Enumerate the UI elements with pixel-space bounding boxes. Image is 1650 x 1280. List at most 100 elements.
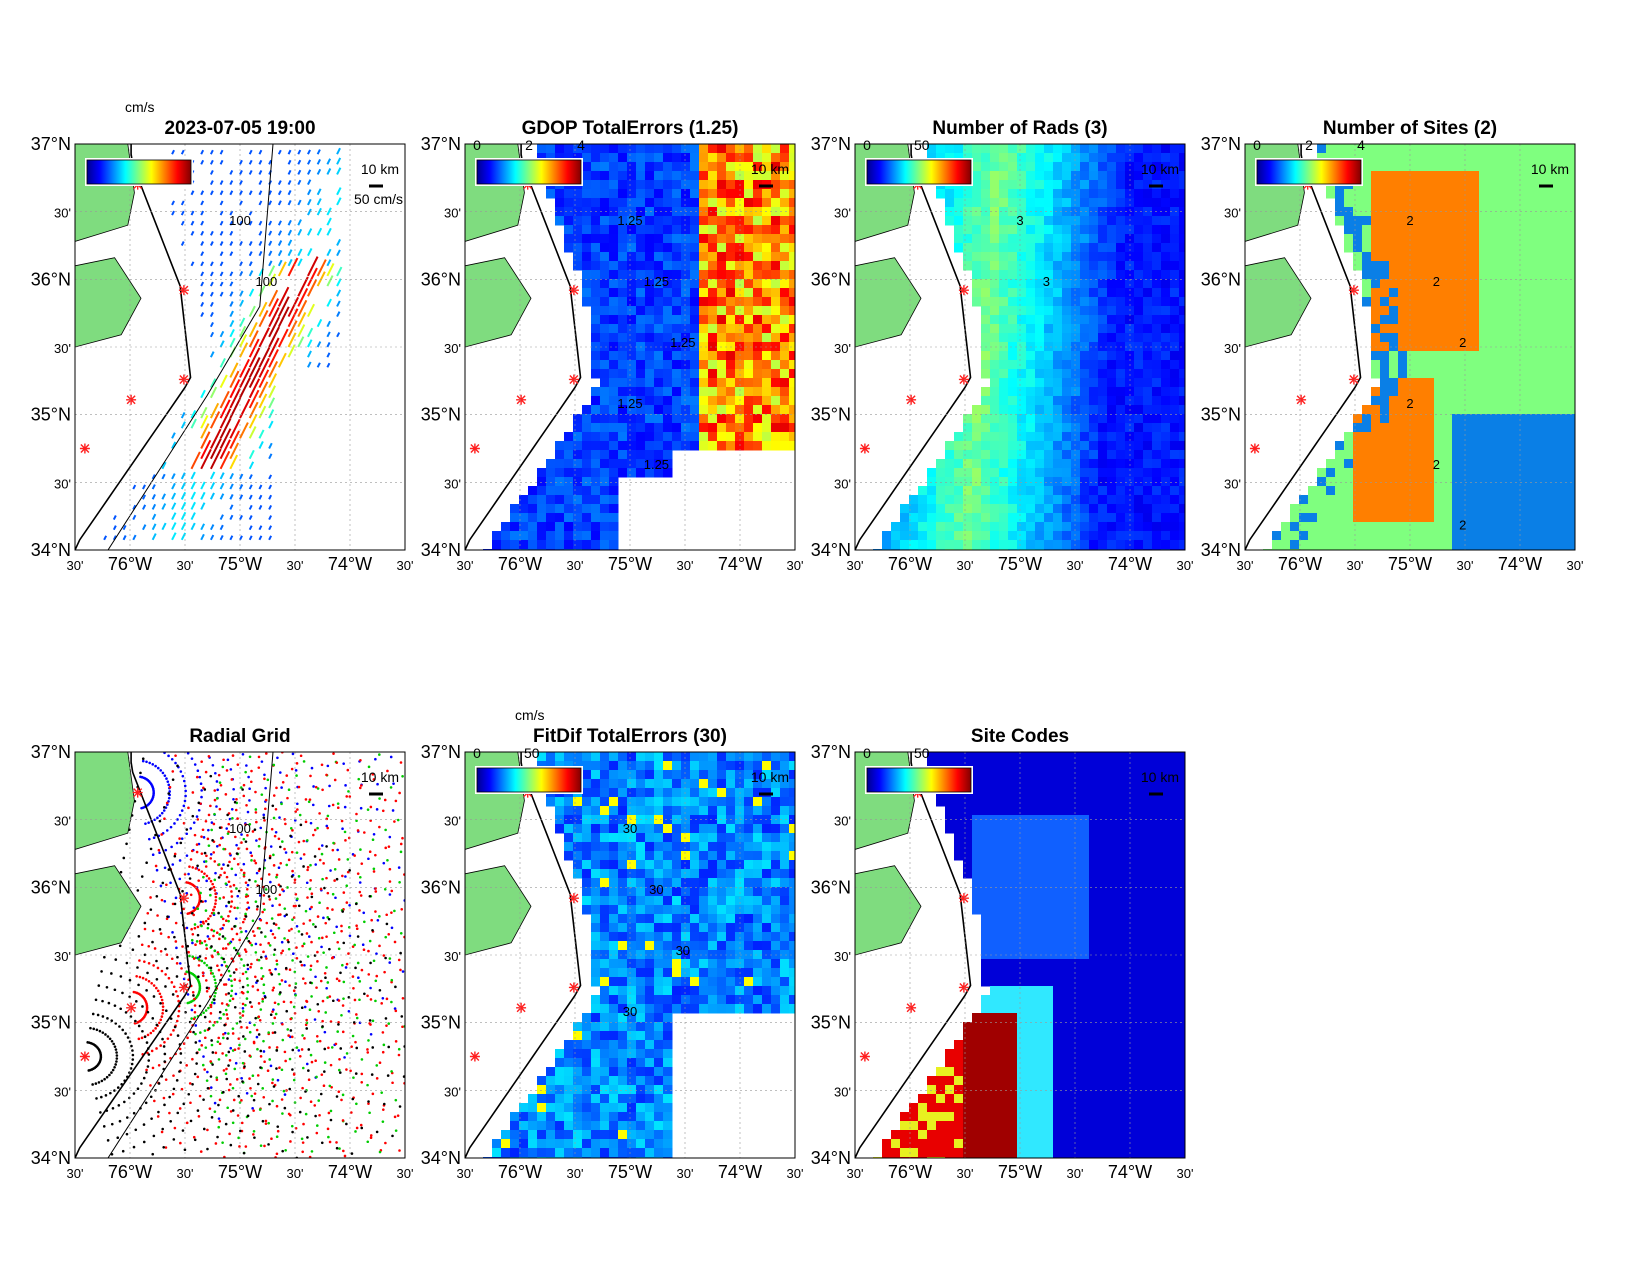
radial-grid-point xyxy=(256,1048,259,1051)
data-cell xyxy=(1470,288,1480,298)
data-cell xyxy=(1416,225,1426,235)
data-cell xyxy=(573,423,583,433)
data-cell xyxy=(717,261,727,271)
current-vector xyxy=(279,353,286,367)
data-cell xyxy=(1497,504,1507,514)
data-cell xyxy=(1362,180,1372,190)
data-cell xyxy=(1053,468,1063,478)
radial-grid-point xyxy=(176,842,179,845)
data-cell xyxy=(573,531,583,541)
data-cell xyxy=(1098,387,1108,397)
data-cell xyxy=(1434,522,1444,532)
data-cell xyxy=(1452,351,1462,361)
data-cell xyxy=(1371,153,1381,163)
data-cell xyxy=(1008,432,1018,442)
data-cell xyxy=(1371,423,1381,433)
data-cell xyxy=(1461,378,1471,388)
data-cell xyxy=(1497,315,1507,325)
colorbar-tick: 4 xyxy=(577,137,585,153)
data-cell xyxy=(1443,360,1453,370)
radial-grid-point xyxy=(348,904,351,907)
radial-grid-point xyxy=(213,912,216,915)
data-cell xyxy=(591,441,601,451)
data-cell xyxy=(1152,306,1162,316)
radial-grid-point xyxy=(274,968,277,971)
data-cell xyxy=(699,387,709,397)
radial-grid-point xyxy=(267,1069,270,1072)
panel-title: Number of Rads (3) xyxy=(932,118,1107,139)
data-cell xyxy=(1017,387,1027,397)
data-cell xyxy=(1461,351,1471,361)
data-cell xyxy=(1380,459,1390,469)
data-cell xyxy=(717,324,727,334)
data-cell xyxy=(1035,423,1045,433)
data-cell xyxy=(1524,414,1534,424)
radial-grid-point xyxy=(183,780,186,783)
radial-grid-point xyxy=(206,875,209,878)
data-cell xyxy=(1389,216,1399,226)
data-cell xyxy=(1062,162,1072,172)
data-cell xyxy=(1053,369,1063,379)
data-cell xyxy=(1497,225,1507,235)
radial-grid-point xyxy=(391,927,394,930)
radial-grid-point xyxy=(194,927,197,930)
panel-content xyxy=(1245,144,1579,559)
data-cell xyxy=(1080,495,1090,505)
radial-grid-point xyxy=(343,1056,346,1059)
data-cell xyxy=(1470,495,1480,505)
data-cell xyxy=(1407,261,1417,271)
data-cell xyxy=(591,279,601,289)
radial-grid-point xyxy=(209,894,212,897)
radial-grid-point xyxy=(311,767,314,770)
data-cell xyxy=(1035,459,1045,469)
data-cell xyxy=(1389,324,1399,334)
radial-grid-point xyxy=(252,919,255,922)
data-cell xyxy=(1161,189,1171,199)
data-cell xyxy=(990,459,1000,469)
data-cell xyxy=(564,243,574,253)
data-cell xyxy=(1479,450,1489,460)
current-vector xyxy=(250,462,253,469)
data-cell xyxy=(972,162,982,172)
radial-grid-point xyxy=(253,1024,256,1027)
data-cell xyxy=(1107,360,1117,370)
data-cell xyxy=(618,270,628,280)
data-cell xyxy=(1035,144,1045,154)
data-cell xyxy=(1026,378,1036,388)
radial-grid-point xyxy=(317,1010,320,1013)
lon-tick-label: 30' xyxy=(177,558,194,573)
data-cell xyxy=(1371,297,1381,307)
data-cell xyxy=(1026,414,1036,424)
data-cell xyxy=(762,369,772,379)
data-cell xyxy=(1380,243,1390,253)
data-cell xyxy=(609,324,619,334)
data-cell xyxy=(1524,468,1534,478)
data-cell xyxy=(609,333,619,343)
radial-grid-point xyxy=(169,882,172,885)
data-cell xyxy=(609,432,619,442)
data-cell xyxy=(1362,432,1372,442)
radial-grid-point xyxy=(259,1019,262,1022)
data-cell xyxy=(1560,198,1570,208)
data-cell xyxy=(1116,468,1126,478)
lat-tick-label: 35°N xyxy=(421,405,461,425)
data-cell xyxy=(636,315,646,325)
data-cell xyxy=(972,144,982,154)
data-cell xyxy=(1470,180,1480,190)
radial-grid-point xyxy=(223,871,226,874)
data-cell xyxy=(1098,333,1108,343)
radial-grid-point xyxy=(359,787,362,790)
radial-grid-point xyxy=(191,850,194,853)
data-cell xyxy=(1080,162,1090,172)
data-cell xyxy=(1497,198,1507,208)
radial-grid-point xyxy=(332,752,335,755)
radial-grid-point xyxy=(327,1046,330,1049)
data-cell xyxy=(1497,171,1507,181)
data-cell xyxy=(717,288,727,298)
data-cell xyxy=(1371,189,1381,199)
data-cell xyxy=(945,468,955,478)
data-cell xyxy=(1443,387,1453,397)
data-cell xyxy=(1353,261,1363,271)
data-cell xyxy=(1389,387,1399,397)
radial-grid-point xyxy=(200,835,203,838)
